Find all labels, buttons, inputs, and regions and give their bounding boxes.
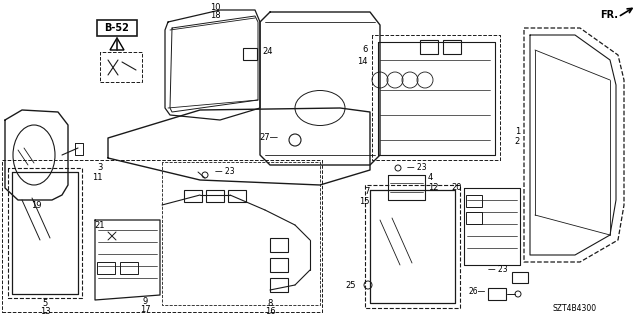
Text: 15: 15	[360, 197, 370, 206]
Text: 14: 14	[358, 57, 368, 66]
Text: 21: 21	[95, 220, 105, 229]
Bar	[206, 190, 224, 202]
Text: 13: 13	[40, 307, 51, 315]
Bar	[512, 272, 528, 283]
Text: 4: 4	[428, 174, 433, 182]
Text: 25: 25	[346, 280, 356, 290]
Bar	[184, 190, 202, 202]
Text: 27—: 27—	[259, 133, 278, 143]
Text: 2: 2	[515, 137, 520, 146]
Bar	[270, 278, 288, 292]
Text: 19: 19	[31, 201, 41, 210]
Text: SZT4B4300: SZT4B4300	[553, 304, 597, 313]
Text: 10: 10	[210, 4, 220, 12]
Bar	[488, 288, 506, 300]
Bar	[270, 238, 288, 252]
Text: B-52: B-52	[104, 23, 129, 33]
Bar	[270, 258, 288, 272]
Text: 9: 9	[142, 298, 148, 307]
Bar	[120, 262, 138, 274]
Text: — 23: — 23	[488, 265, 508, 275]
Bar	[100, 52, 142, 82]
Text: 1: 1	[515, 128, 520, 137]
Text: 16: 16	[265, 307, 275, 315]
Text: — 23: — 23	[215, 167, 235, 176]
Text: 18: 18	[210, 11, 220, 20]
Text: — 23: — 23	[407, 164, 427, 173]
Bar	[466, 212, 482, 224]
Bar	[228, 190, 246, 202]
Text: 17: 17	[140, 306, 150, 315]
Bar	[443, 40, 461, 54]
Text: 26—: 26—	[468, 287, 486, 296]
Text: 8: 8	[268, 299, 273, 308]
Text: 20: 20	[451, 183, 462, 192]
Text: 5: 5	[42, 299, 47, 308]
Text: 11: 11	[93, 174, 103, 182]
Polygon shape	[110, 38, 124, 50]
Text: FR.: FR.	[600, 10, 618, 20]
Text: 3: 3	[98, 164, 103, 173]
Bar	[420, 40, 438, 54]
Bar	[97, 20, 137, 36]
Bar	[97, 262, 115, 274]
Bar	[243, 48, 257, 60]
Bar	[466, 195, 482, 207]
Bar	[2, 160, 322, 312]
Text: 6: 6	[363, 46, 368, 55]
Text: 24: 24	[262, 48, 273, 56]
Text: 7: 7	[365, 188, 370, 197]
Text: 12: 12	[428, 183, 438, 192]
